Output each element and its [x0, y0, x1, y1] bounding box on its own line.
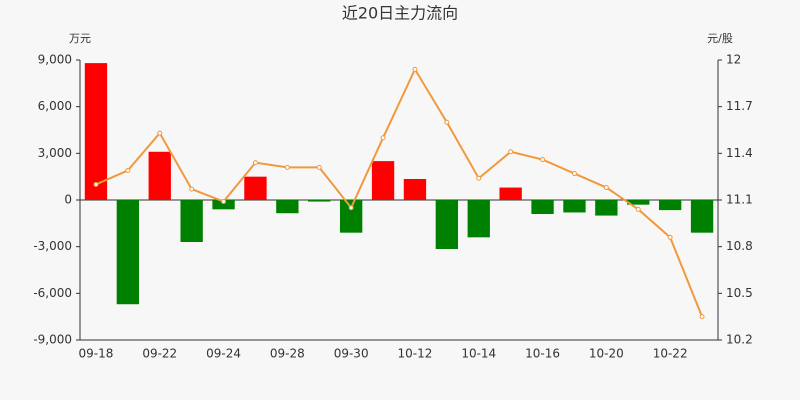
- bar: [276, 200, 299, 214]
- line-point: [93, 181, 99, 187]
- bar: [212, 200, 235, 210]
- x-tick-label: 09-22: [142, 347, 177, 361]
- bar: [339, 200, 363, 233]
- x-tick-label: 09-30: [334, 347, 369, 361]
- y-axis-label: 万元: [69, 32, 91, 45]
- bar: [658, 200, 682, 211]
- bar: [116, 200, 140, 305]
- line-point: [603, 185, 609, 191]
- line-point: [667, 234, 673, 240]
- line-point: [316, 164, 322, 170]
- bar: [595, 200, 618, 216]
- bar: [180, 200, 203, 242]
- line-point: [571, 171, 577, 177]
- line-point: [699, 314, 705, 320]
- x-tick-label: 10-12: [398, 347, 433, 361]
- bar: [563, 200, 586, 213]
- bar: [403, 179, 427, 200]
- y-tick-label: -6,000: [33, 286, 72, 300]
- bar: [244, 176, 267, 200]
- y-tick-label: -3,000: [33, 239, 72, 253]
- bar: [148, 151, 171, 200]
- bar: [371, 161, 395, 200]
- chart-title: 近20日主力流向: [342, 4, 458, 23]
- x-tick-label: 10-14: [461, 347, 496, 361]
- bar: [467, 200, 490, 238]
- x-tick-label: 09-24: [206, 347, 241, 361]
- y2-tick-label: 11.1: [726, 193, 753, 207]
- y2-tick-label: 11.4: [726, 146, 753, 160]
- bar: [308, 200, 331, 202]
- y2-tick-label: 11.7: [726, 99, 753, 113]
- line-point: [635, 206, 641, 212]
- bar: [499, 187, 522, 200]
- line-point: [412, 66, 418, 72]
- line-point: [189, 186, 195, 192]
- x-tick-label: 10-22: [653, 347, 688, 361]
- line-point: [444, 119, 450, 125]
- line: [95, 67, 703, 318]
- line-point: [380, 135, 386, 141]
- line-point: [540, 157, 546, 163]
- line-point: [252, 160, 258, 166]
- y2-tick-label: 10.2: [726, 333, 753, 347]
- bar: [531, 200, 554, 214]
- line-point: [476, 175, 482, 181]
- y-tick-label: -9,000: [33, 333, 72, 347]
- y2-axis-label: 元/股: [707, 32, 733, 45]
- bar: [84, 63, 108, 200]
- bar: [435, 200, 459, 249]
- x-tick-label: 09-28: [270, 347, 305, 361]
- line-point: [284, 164, 290, 170]
- x-tick-label: 10-20: [589, 347, 624, 361]
- x-tick-label: 09-18: [79, 347, 114, 361]
- line-point: [125, 167, 131, 173]
- bar: [690, 200, 714, 233]
- line-point: [221, 199, 227, 205]
- y-tick-label: 9,000: [38, 53, 72, 67]
- line-point: [157, 130, 163, 136]
- bar: [627, 200, 650, 205]
- line-point: [348, 205, 354, 211]
- x-tick-label: 10-16: [525, 347, 560, 361]
- line-point: [508, 149, 514, 155]
- y2-tick-label: 12: [726, 53, 741, 67]
- y2-tick-label: 10.8: [726, 239, 753, 253]
- y-tick-label: 3,000: [38, 146, 72, 160]
- y2-tick-label: 10.5: [726, 286, 753, 300]
- y-tick-label: 6,000: [38, 99, 72, 113]
- y-tick-label: 0: [64, 193, 72, 207]
